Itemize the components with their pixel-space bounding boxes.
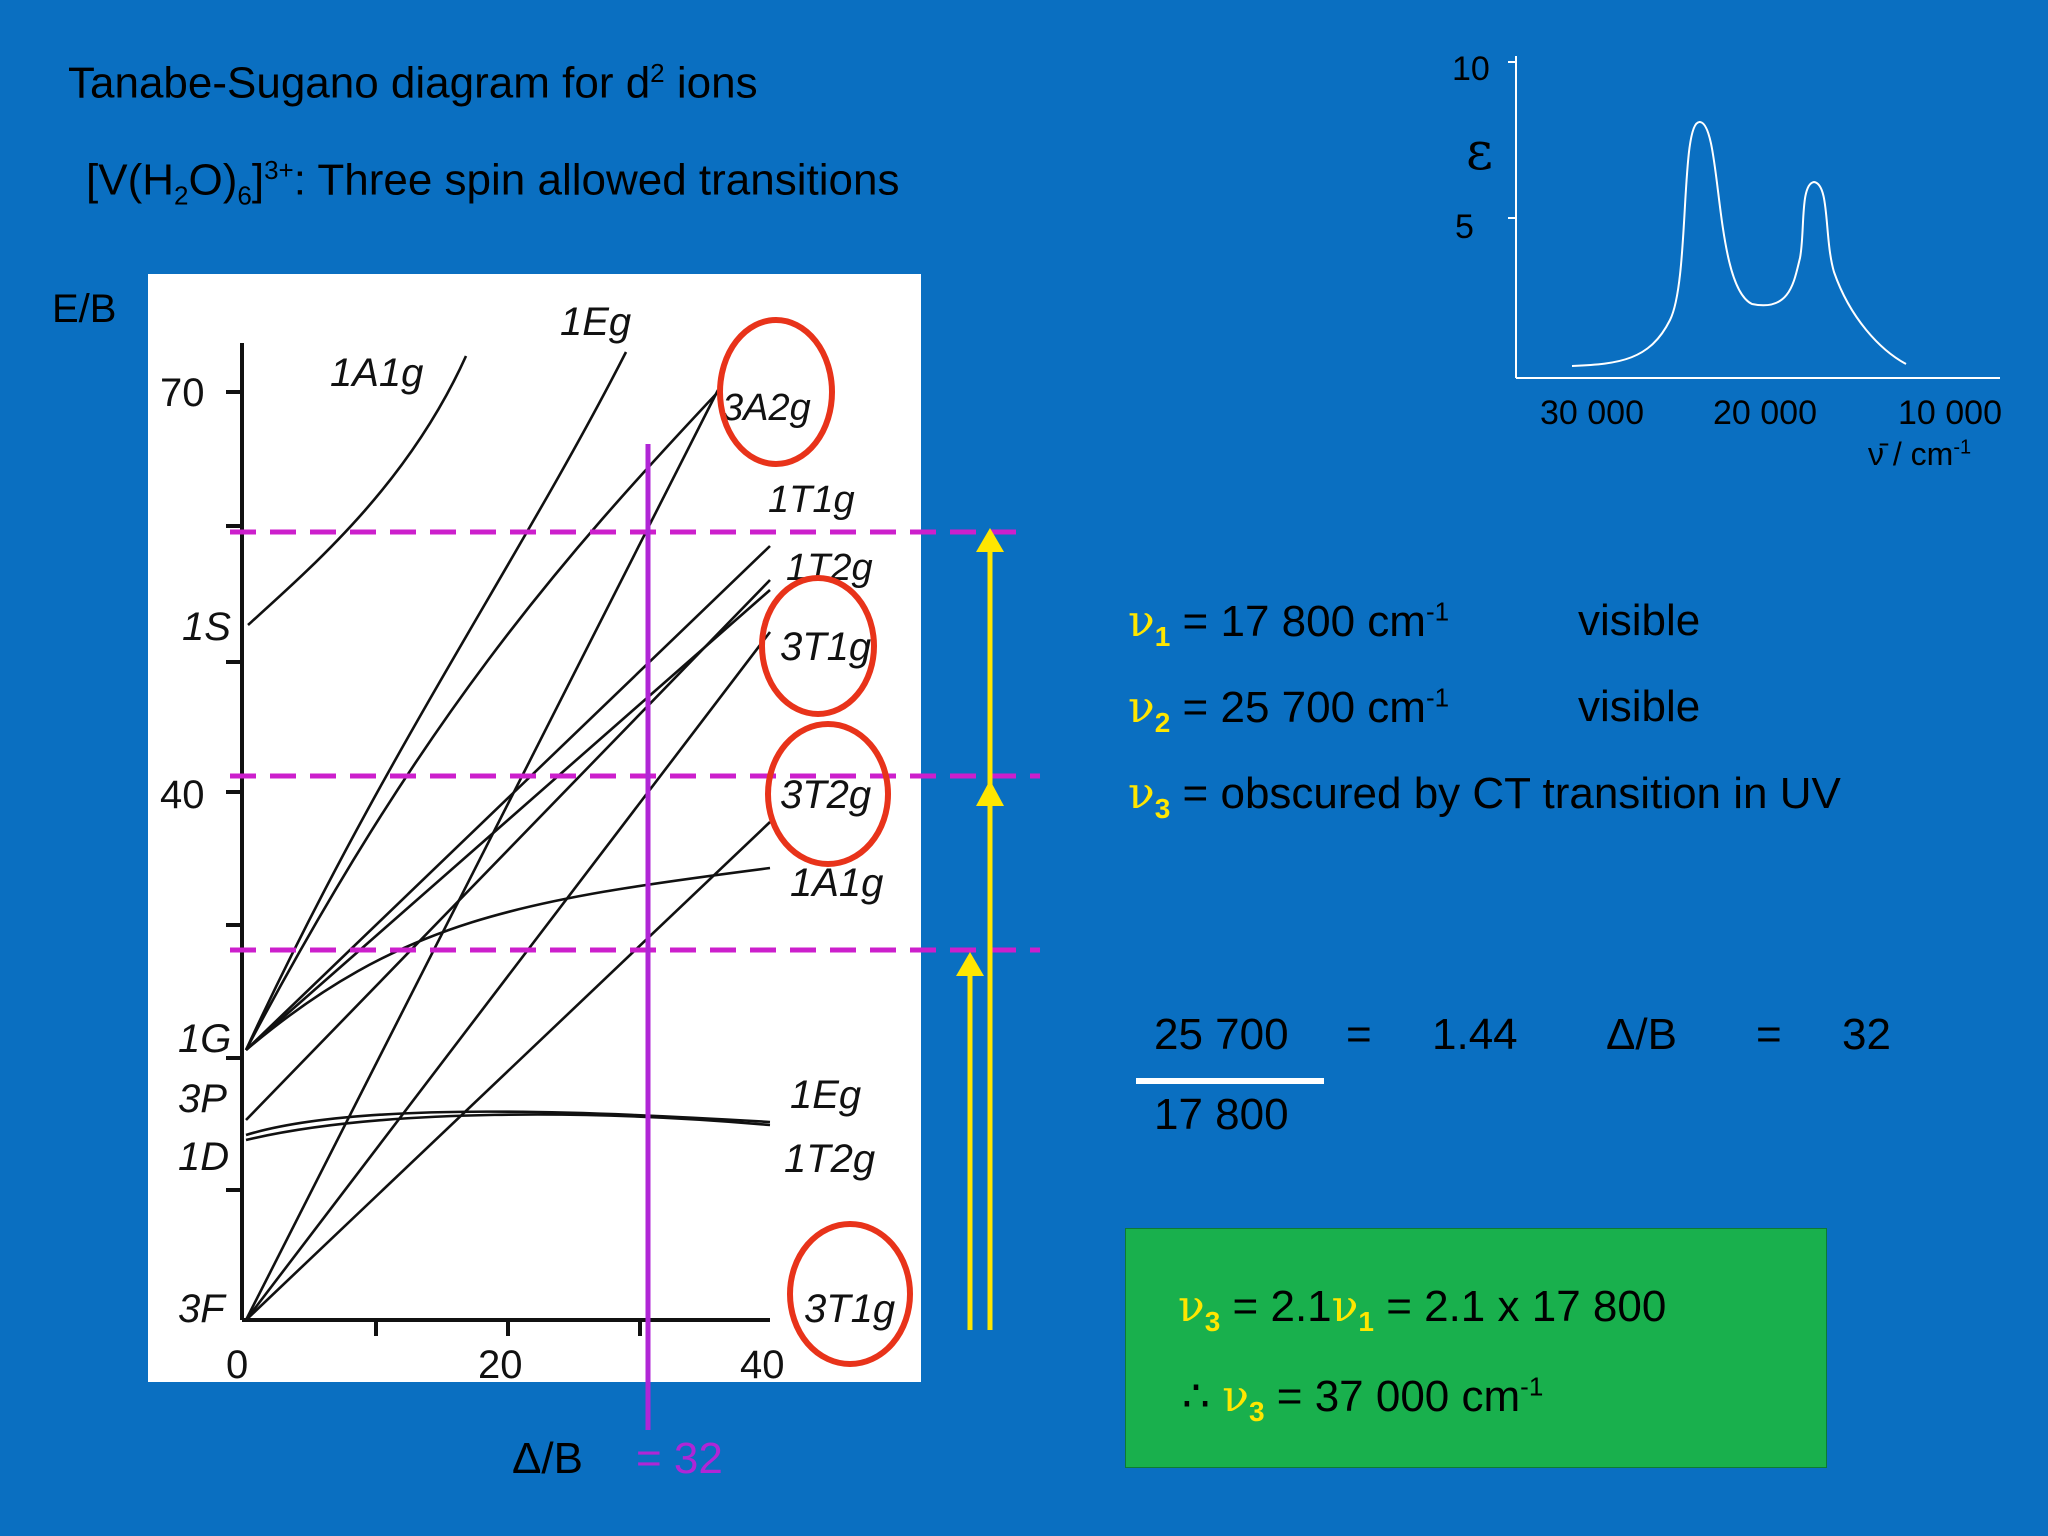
- spectrum-y-label: ε: [1466, 122, 1493, 182]
- state-label-1Eg-top: 1Eg: [560, 300, 631, 344]
- delta-b-axis-label: Δ/B: [512, 1434, 583, 1483]
- spectrum-inset: [1508, 56, 2000, 379]
- spectrum-y-tick-5: 5: [1455, 208, 1474, 246]
- slide-subtitle: [V(H2O)6]3+: Three spin allowed transiti…: [86, 155, 900, 211]
- transition-arrows: [967, 540, 993, 1330]
- fraction-bar: [1136, 1078, 1324, 1084]
- ratio-denominator: 17 800: [1154, 1090, 1289, 1139]
- result-box: ν3 = 2.1ν1 = 2.1 x 17 800 ∴ ν3 = 37 000 …: [1125, 1228, 1827, 1468]
- delta-b-marker-value: = 32: [636, 1434, 723, 1483]
- transition-level-lines: [230, 529, 1040, 953]
- state-label-1T2g-low: 1T2g: [784, 1137, 875, 1181]
- term-label-3P: 3P: [178, 1077, 227, 1121]
- transition-nu3: ν3 = obscured by CT transition in UV: [1128, 768, 1841, 824]
- spectrum-x-label: ν̄ / cm-1: [1868, 436, 1972, 472]
- ratio-numerator: 25 700: [1154, 1010, 1289, 1059]
- term-label-3F: 3F: [178, 1287, 227, 1331]
- ratio-equals: =: [1346, 1010, 1372, 1059]
- spectrum-y-tick-10: 10: [1452, 50, 1490, 88]
- absorption-spectrum-curve: [1571, 120, 1907, 367]
- spectrum-x-tick-30000: 30 000: [1540, 394, 1644, 432]
- y-axis-label: E/B: [52, 287, 117, 331]
- state-label-1A1g-mid: 1A1g: [790, 861, 883, 905]
- spectrum-x-tick-10000: 10 000: [1898, 394, 2002, 432]
- x-tick-0: 0: [226, 1343, 248, 1387]
- y-tick-70: 70: [160, 371, 205, 415]
- delta-b-equals: =: [1756, 1010, 1782, 1059]
- arrow-heads: [956, 528, 1004, 976]
- result-line-1: ν3 = 2.1ν1 = 2.1 x 17 800: [1178, 1281, 1667, 1337]
- term-label-1D: 1D: [178, 1135, 229, 1179]
- state-label-3T1g-upper: 3T1g: [780, 625, 871, 669]
- term-label-1G: 1G: [178, 1017, 231, 1061]
- state-label-1A1g-top: 1A1g: [330, 351, 423, 395]
- ratio-value: 1.44: [1432, 1010, 1518, 1059]
- delta-b-value: 32: [1842, 1010, 1891, 1059]
- result-line-2: ∴ ν3 = 37 000 cm-1: [1182, 1371, 1544, 1427]
- slide-title: Tanabe-Sugano diagram for d2 ions: [68, 58, 758, 108]
- state-label-3T2g: 3T2g: [780, 773, 871, 817]
- transition-nu1: ν1 = 17 800 cm-1: [1128, 596, 1450, 652]
- highlight-circles: [717, 317, 913, 1367]
- state-label-1T1g: 1T1g: [768, 479, 855, 521]
- x-tick-20: 20: [478, 1343, 523, 1387]
- state-label-3A2g: 3A2g: [722, 387, 811, 429]
- x-tick-40: 40: [740, 1343, 785, 1387]
- transition-nu2: ν2 = 25 700 cm-1: [1128, 682, 1450, 738]
- transition-nu2-region: visible: [1578, 682, 1701, 731]
- diagram-panel: [148, 274, 921, 1382]
- state-label-1Eg-low: 1Eg: [790, 1073, 861, 1117]
- y-tick-40: 40: [160, 773, 205, 817]
- state-label-3T1g-ground: 3T1g: [804, 1287, 895, 1331]
- delta-b-label: Δ/B: [1606, 1010, 1677, 1059]
- term-label-1S: 1S: [182, 605, 231, 649]
- spectrum-x-tick-20000: 20 000: [1713, 394, 1817, 432]
- energy-curves: [244, 351, 772, 1321]
- transition-nu1-region: visible: [1578, 596, 1701, 645]
- diagram-axes: [226, 343, 770, 1336]
